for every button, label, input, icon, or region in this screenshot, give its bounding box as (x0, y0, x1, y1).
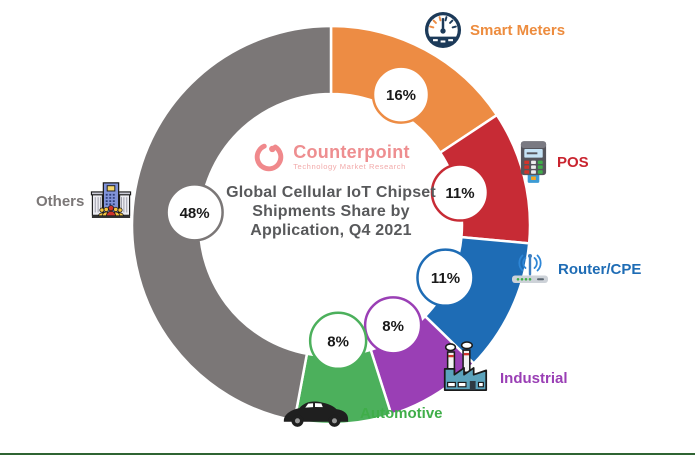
legend-automotive: Automotive (278, 397, 443, 429)
legend-label-smart-meters: Smart Meters (470, 21, 566, 39)
pos-terminal-icon (520, 141, 547, 183)
car-icon (283, 401, 349, 427)
legend-others: Others (36, 180, 132, 222)
legend-label-others: Others (36, 192, 85, 210)
title-line-1: Global Cellular IoT Chipset (226, 184, 436, 201)
logo-tagline: Technology Market Research (293, 162, 406, 171)
legend-label-router-cpe: Router/CPE (558, 260, 642, 278)
legend-label-industrial: Industrial (500, 370, 568, 387)
bubble-automotive (308, 311, 368, 371)
chart-title: Global Cellular IoT Chipset Shipments Sh… (191, 183, 471, 240)
legend-label-automotive: Automotive (360, 404, 443, 422)
factory-icon (443, 341, 488, 392)
bubble-industrial (363, 296, 423, 355)
legend-router-cpe: Router/CPE (510, 251, 641, 287)
bubble-router-cpe (416, 248, 475, 307)
title-line-3: Application, Q4 2021 (250, 222, 412, 239)
legend-label-pos: POS (557, 154, 589, 171)
title-line-2: Shipments Share by (252, 203, 410, 220)
bubble-label-router-cpe: 11% (431, 270, 460, 287)
bubble-pos (430, 163, 490, 222)
legend-industrial: Industrial (438, 340, 568, 394)
counterpoint-logo: Counterpoint Technology Market Research (191, 140, 471, 174)
router-icon (512, 254, 548, 283)
logo-wordmark: Counterpoint (293, 142, 410, 162)
legend-pos: POS (518, 140, 589, 185)
chart-center: Counterpoint Technology Market Research … (191, 140, 471, 240)
bubble-label-industrial: 8% (382, 318, 404, 335)
bubble-label-automotive: 8% (327, 333, 349, 350)
bubble-others (165, 183, 224, 242)
counterpoint-logo-icon (254, 142, 284, 172)
bubble-smart-meters (371, 65, 431, 124)
bottom-border-line (0, 453, 695, 455)
bubble-label-others: 48% (180, 205, 210, 222)
bubble-label-smart-meters: 16% (386, 87, 416, 104)
building-icon (91, 182, 132, 218)
legend-smart-meters: Smart Meters (424, 11, 565, 49)
slice-others (130, 24, 333, 422)
bubble-label-pos: 11% (445, 185, 474, 202)
gauge-icon (424, 11, 462, 49)
